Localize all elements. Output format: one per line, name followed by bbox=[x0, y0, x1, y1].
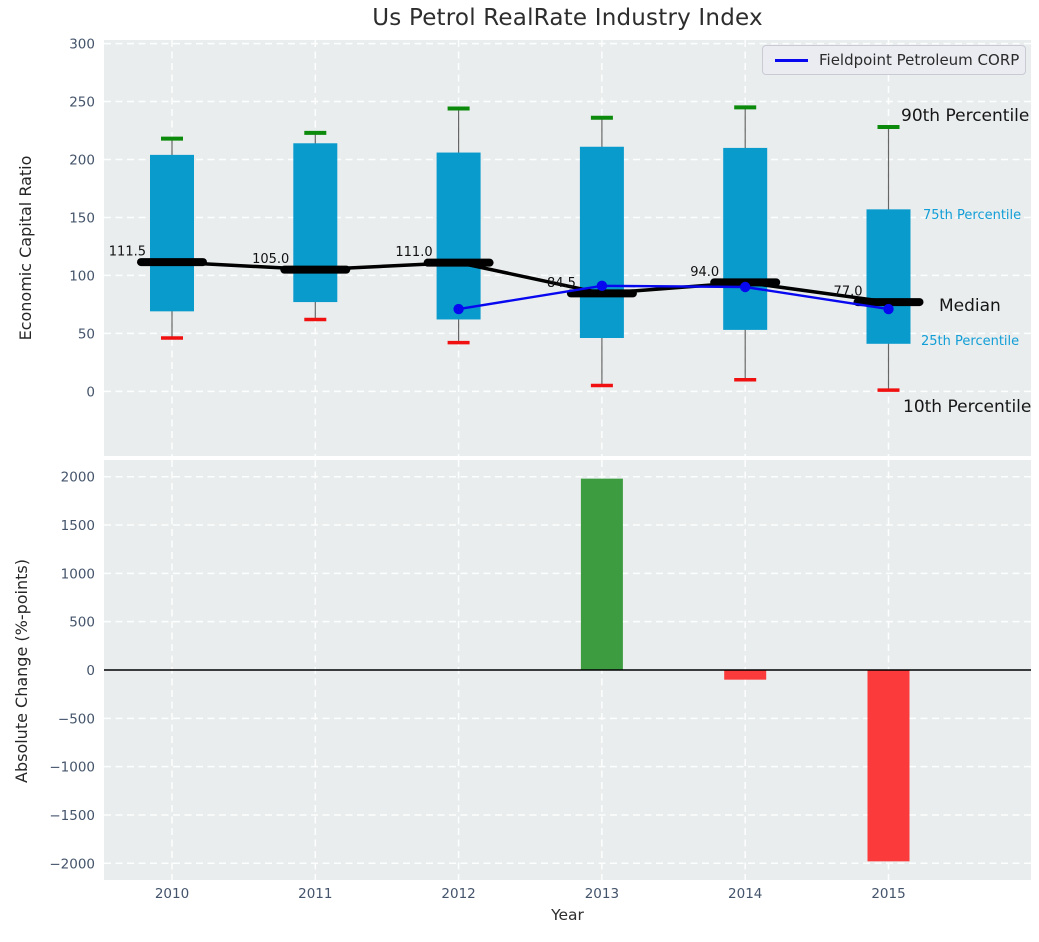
y-tick-label-top: 250 bbox=[69, 95, 95, 111]
y-tick-label-bottom: −500 bbox=[58, 711, 95, 727]
y-tick-label-bottom: −1500 bbox=[49, 808, 95, 824]
legend-label: Fieldpoint Petroleum CORP bbox=[819, 51, 1020, 69]
median-value-label: 94.0 bbox=[690, 265, 719, 280]
y-tick-label-top: 150 bbox=[69, 210, 95, 226]
x-tick-label: 2010 bbox=[155, 886, 189, 902]
company-point bbox=[453, 303, 464, 315]
median-value-label: 105.0 bbox=[252, 252, 289, 267]
median-value-label: 77.0 bbox=[834, 285, 863, 300]
percentile-box bbox=[579, 146, 624, 339]
company-point bbox=[883, 303, 894, 315]
company-point bbox=[740, 281, 751, 293]
chart-title: Us Petrol RealRate Industry Index bbox=[372, 5, 763, 31]
y-tick-label-top: 100 bbox=[69, 268, 95, 284]
y-tick-label-bottom: 500 bbox=[69, 615, 95, 631]
x-tick-label: 2015 bbox=[871, 886, 905, 902]
x-tick-label: 2011 bbox=[298, 886, 332, 902]
x-tick-label: 2013 bbox=[585, 886, 619, 902]
legend-line-swatch bbox=[775, 58, 808, 62]
y-axis-label-top: Economic Capital Ratio bbox=[16, 155, 35, 341]
percentile-box bbox=[723, 147, 768, 330]
change-bar-2014 bbox=[724, 670, 767, 680]
y-tick-label-top: 0 bbox=[86, 384, 95, 400]
percentile-box bbox=[436, 152, 481, 320]
x-tick-label: 2014 bbox=[728, 886, 762, 902]
change-bar-2015 bbox=[867, 670, 910, 862]
median-value-label: 84.5 bbox=[547, 276, 576, 291]
y-tick-label-top: 200 bbox=[69, 153, 95, 169]
y-tick-label-bottom: 1000 bbox=[61, 566, 95, 582]
y-tick-label-top: 50 bbox=[78, 326, 95, 342]
y-tick-label-bottom: 1500 bbox=[61, 518, 95, 534]
percentile-box bbox=[866, 209, 911, 344]
percentile-box bbox=[150, 154, 194, 312]
annotation-90th-percentile: 90th Percentile bbox=[901, 106, 1030, 126]
y-tick-label-bottom: −1000 bbox=[49, 760, 95, 776]
annotation-75th-percentile: 75th Percentile bbox=[923, 208, 1022, 223]
y-tick-label-top: 300 bbox=[69, 37, 95, 53]
annotation-median: Median bbox=[939, 296, 1001, 316]
legend: Fieldpoint Petroleum CORP bbox=[762, 45, 1026, 75]
x-axis-label: Year bbox=[551, 906, 584, 924]
percentile-box bbox=[293, 143, 338, 303]
company-point bbox=[596, 280, 608, 292]
annotation-10th-percentile: 10th Percentile bbox=[903, 397, 1032, 417]
annotation-25th-percentile: 25th Percentile bbox=[921, 334, 1020, 349]
change-bar-2013 bbox=[580, 478, 623, 670]
median-value-label: 111.0 bbox=[395, 245, 432, 260]
company-line bbox=[458, 284, 889, 311]
y-tick-label-bottom: 2000 bbox=[61, 470, 95, 486]
y-tick-label-bottom: −2000 bbox=[49, 856, 95, 872]
x-tick-label: 2012 bbox=[441, 886, 475, 902]
y-tick-label-bottom: 0 bbox=[86, 663, 95, 679]
y-axis-label-bottom: Absolute Change (%-points) bbox=[12, 559, 31, 783]
median-value-label: 111.5 bbox=[109, 245, 146, 260]
